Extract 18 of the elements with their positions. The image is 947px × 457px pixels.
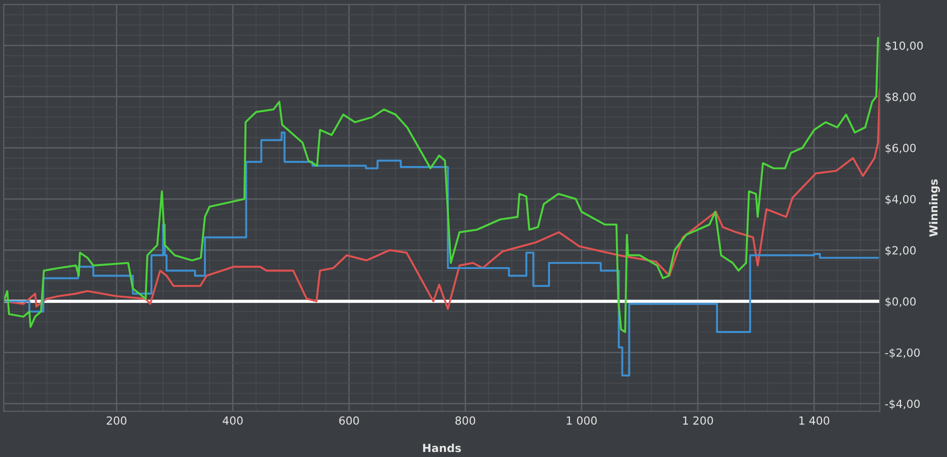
x-tick-label: 200: [106, 416, 126, 425]
y-tick-label: $8,00: [886, 92, 916, 103]
x-tick-label: 1 000: [566, 416, 597, 425]
x-tick-label: 1 200: [683, 416, 713, 425]
y-tick-label: -$2,00: [885, 348, 920, 358]
x-tick-label: 1 400: [799, 416, 830, 425]
y-tick-label: $10,00: [886, 41, 923, 52]
y-axis-title: Winnings: [929, 179, 940, 237]
y-tick-label: $2,00: [886, 246, 916, 256]
y-tick-label: $0,00: [886, 297, 916, 308]
line-series: [4, 36, 879, 333]
x-axis-title: Hands: [423, 444, 461, 452]
x-tick-label: 400: [222, 416, 243, 425]
y-tick-label: -$4,00: [885, 399, 920, 410]
x-tick-label: 600: [339, 416, 359, 425]
x-tick-label: 800: [455, 416, 476, 425]
y-tick-label: $4,00: [886, 194, 916, 205]
y-tick-label: $6,00: [886, 144, 916, 154]
